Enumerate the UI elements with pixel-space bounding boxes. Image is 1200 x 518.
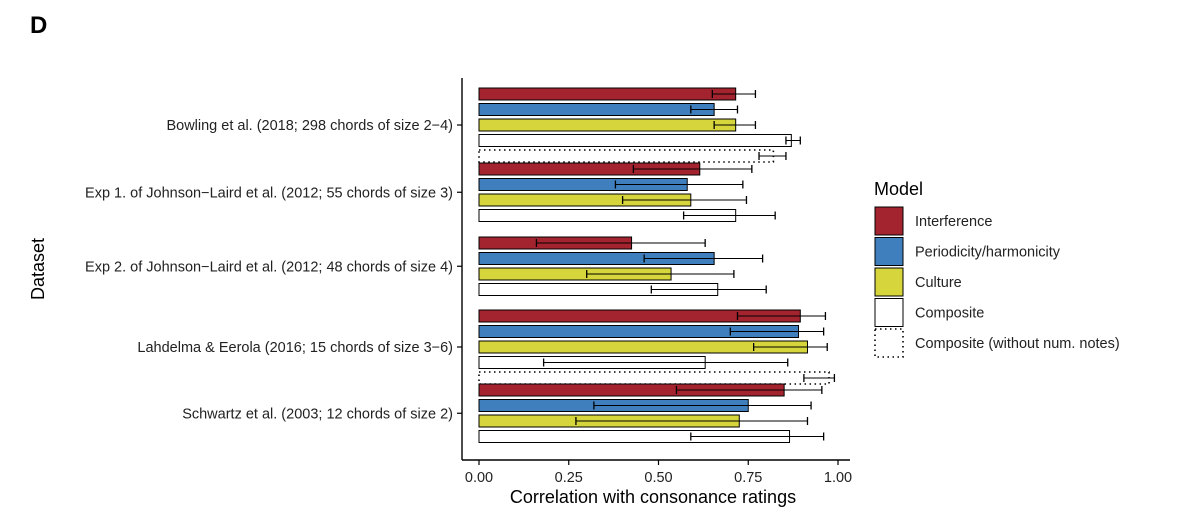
x-tick-label: 1.00: [824, 470, 852, 486]
legend: Model Interference Periodicity/harmonicity…: [874, 179, 1120, 358]
legend-label: Periodicity/harmonicity: [915, 245, 1061, 261]
y-tick-label: Exp 2. of Johnson−Laird et al. (2012; 48…: [85, 259, 453, 275]
bar: [478, 118, 737, 132]
bar: [478, 134, 792, 147]
bars-layer: [478, 87, 836, 443]
legend-label: Culture: [915, 275, 962, 291]
panel-label: D: [30, 12, 48, 39]
legend-key: [874, 206, 904, 236]
y-axis-title: Dataset: [28, 238, 48, 300]
y-tick-label: Bowling et al. (2018; 298 chords of size…: [166, 118, 453, 134]
x-tick-label: 0.75: [734, 470, 762, 486]
y-tick-label: Lahdelma & Eerola (2016; 15 chords of si…: [137, 340, 453, 356]
legend-key: [874, 237, 904, 266]
legend-label: Composite (without num. notes): [915, 336, 1120, 352]
legend-key: [874, 267, 904, 297]
bar: [478, 103, 715, 116]
bar: [478, 149, 775, 163]
legend-label: Composite: [915, 306, 984, 322]
axes-layer: Bowling et al. (2018; 298 chords of size…: [28, 78, 852, 507]
legend-label: Interference: [915, 214, 992, 230]
y-tick-label: Exp 1. of Johnson−Laird et al. (2012; 55…: [85, 185, 453, 201]
legend-title: Model: [874, 179, 923, 199]
y-tick-label: Schwartz et al. (2003; 12 chords of size…: [182, 406, 453, 422]
x-axis-title: Correlation with consonance ratings: [510, 487, 796, 507]
x-tick-label: 0.25: [555, 470, 583, 486]
bar: [478, 371, 830, 385]
x-tick-label: 0.50: [644, 470, 672, 486]
bar: [478, 87, 737, 101]
x-tick-label: 0.00: [465, 470, 493, 486]
legend-key: [874, 328, 904, 358]
legend-key: [874, 298, 904, 327]
